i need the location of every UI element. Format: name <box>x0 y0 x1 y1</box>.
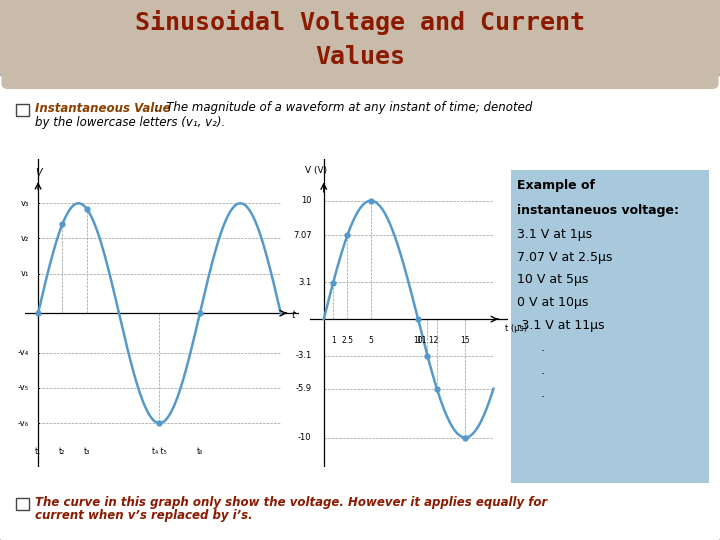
Text: v₁: v₁ <box>21 269 29 278</box>
Text: .: . <box>517 341 545 354</box>
Text: 2.5: 2.5 <box>341 336 354 345</box>
Text: V: V <box>35 168 42 178</box>
Text: t (μs): t (μs) <box>505 324 527 333</box>
Text: t₆: t₆ <box>197 447 203 456</box>
Text: 15: 15 <box>460 336 470 345</box>
Text: V (V): V (V) <box>305 166 328 175</box>
Bar <box>16 104 29 116</box>
Text: -10: -10 <box>298 433 312 442</box>
Text: 10 V at 5μs: 10 V at 5μs <box>517 273 588 286</box>
Text: -3.1: -3.1 <box>295 352 312 360</box>
Text: -3.1 V at 11μs: -3.1 V at 11μs <box>517 319 605 332</box>
Text: 3.1: 3.1 <box>298 278 312 287</box>
Text: 10: 10 <box>301 196 312 205</box>
Text: -5.9: -5.9 <box>295 384 312 394</box>
FancyBboxPatch shape <box>0 73 720 540</box>
Text: .: . <box>517 387 545 400</box>
Text: 7.07: 7.07 <box>293 231 312 240</box>
Text: instantaneuos voltage:: instantaneuos voltage: <box>517 204 679 217</box>
Text: 3.1 V at 1μs: 3.1 V at 1μs <box>517 228 592 241</box>
Text: 0 V at 10μs: 0 V at 10μs <box>517 296 588 309</box>
Text: -v₅: -v₅ <box>18 383 29 393</box>
Text: :  The magnitude of a waveform at any instant of time; denoted: : The magnitude of a waveform at any ins… <box>151 102 533 114</box>
Text: 11 12: 11 12 <box>417 336 438 345</box>
Text: v₃: v₃ <box>21 199 29 208</box>
Text: Instantaneous Value: Instantaneous Value <box>35 102 170 114</box>
Text: -v₄: -v₄ <box>18 348 29 357</box>
Text: .: . <box>517 364 545 377</box>
Bar <box>511 170 709 483</box>
Text: Sinusoidal Voltage and Current: Sinusoidal Voltage and Current <box>135 10 585 35</box>
Text: -v₆: -v₆ <box>18 418 29 428</box>
Text: The curve in this graph only show the voltage. However it applies equally for: The curve in this graph only show the vo… <box>35 496 546 509</box>
Text: t: t <box>291 309 295 320</box>
Text: v₂: v₂ <box>21 234 29 243</box>
Text: 10: 10 <box>413 336 423 345</box>
Text: 7.07 V at 2.5μs: 7.07 V at 2.5μs <box>517 251 612 264</box>
Text: Example of: Example of <box>517 179 595 192</box>
FancyBboxPatch shape <box>1 0 719 89</box>
Bar <box>16 498 29 510</box>
Text: 1: 1 <box>330 336 336 345</box>
Text: t₃: t₃ <box>84 447 90 456</box>
Text: current when v’s replaced by i’s.: current when v’s replaced by i’s. <box>35 509 252 522</box>
Text: Values: Values <box>315 45 405 69</box>
Text: t₁: t₁ <box>35 447 41 456</box>
Text: 5: 5 <box>369 336 374 345</box>
Text: t₄ t₅: t₄ t₅ <box>152 447 167 456</box>
Text: by the lowercase letters (v₁, v₂).: by the lowercase letters (v₁, v₂). <box>35 116 225 129</box>
Text: t₂: t₂ <box>59 447 66 456</box>
